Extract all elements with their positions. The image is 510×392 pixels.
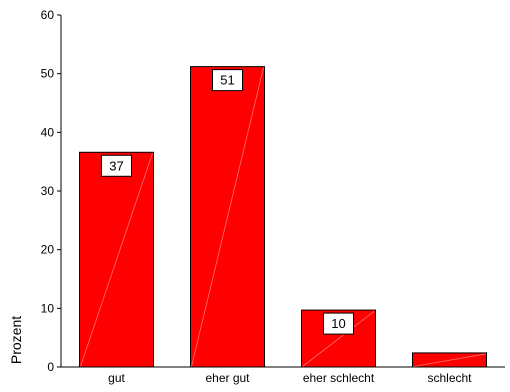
data-label-box (212, 69, 243, 92)
x-category-label: schlecht (427, 371, 472, 385)
bar-highlight (413, 353, 486, 367)
data-label: 10 (331, 316, 345, 331)
y-tick-label: 10 (41, 301, 55, 315)
bar-highlight (191, 67, 264, 367)
y-axis-title: Prozent (8, 316, 24, 364)
plot-area: 0 10 20 30 40 50 60 gut 37 eher gut 51 eher schlech… (41, 8, 505, 385)
x-category-label: gut (108, 371, 125, 385)
y-tick-label: 40 (41, 125, 55, 139)
y-tick-label: 50 (41, 67, 55, 81)
y-tick-label: 0 (47, 360, 54, 374)
data-label-box (323, 312, 354, 335)
y-tick-label: 20 (41, 243, 55, 257)
x-category-label: eher gut (205, 371, 250, 385)
data-label: 51 (220, 73, 234, 88)
y-tick-label: 30 (41, 184, 55, 198)
data-label: 37 (109, 158, 123, 173)
data-label-box (101, 154, 132, 177)
bar-highlight (302, 310, 375, 367)
x-category-label: eher schlecht (303, 371, 375, 385)
y-tick-label: 60 (41, 8, 55, 22)
bar-highlight (80, 153, 153, 367)
